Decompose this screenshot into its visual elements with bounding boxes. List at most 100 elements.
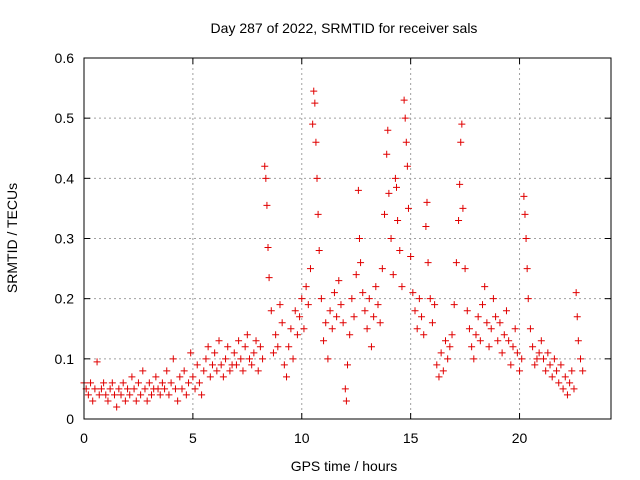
data-point [115, 385, 123, 393]
data-point [489, 295, 497, 303]
data-point [394, 216, 402, 224]
data-point [310, 87, 318, 95]
data-point [306, 265, 314, 273]
data-point [537, 337, 545, 345]
y-tick-label: 0.3 [55, 231, 75, 247]
data-point [426, 295, 434, 303]
data-point [391, 174, 399, 182]
x-tick-label: 20 [512, 430, 528, 446]
data-point [561, 373, 569, 381]
data-point [566, 379, 574, 387]
data-point [97, 385, 105, 393]
data-point [137, 391, 145, 399]
data-point [87, 379, 95, 387]
data-point [461, 265, 469, 273]
data-point [296, 313, 304, 321]
x-tick-label: 10 [294, 430, 310, 446]
data-point [476, 337, 484, 345]
data-point [182, 391, 190, 399]
data-point [409, 289, 417, 297]
data-point [163, 367, 171, 375]
data-point [485, 343, 493, 351]
data-point [102, 391, 110, 399]
data-point [128, 373, 136, 381]
y-tick-label: 0.1 [55, 351, 75, 367]
data-point [241, 343, 249, 351]
axis-ticks [83, 57, 611, 420]
data-points [80, 87, 587, 411]
data-point [372, 283, 380, 291]
data-point [119, 379, 127, 387]
data-point [106, 385, 114, 393]
data-point [91, 385, 99, 393]
data-point [298, 295, 306, 303]
data-point [339, 319, 347, 327]
data-point [226, 367, 234, 375]
data-point [262, 174, 270, 182]
data-point [572, 289, 580, 297]
data-point [180, 367, 188, 375]
data-point [367, 343, 375, 351]
data-point [317, 295, 325, 303]
data-point [428, 319, 436, 327]
data-point [204, 343, 212, 351]
data-point [278, 319, 286, 327]
data-point [230, 349, 238, 357]
data-point [152, 373, 160, 381]
data-point [524, 295, 532, 303]
data-point [400, 96, 408, 104]
data-point [130, 385, 138, 393]
data-point [134, 379, 142, 387]
data-point [314, 210, 322, 218]
data-point [383, 150, 391, 158]
data-point [563, 391, 571, 399]
data-point [235, 337, 243, 345]
y-tick-label: 0.4 [55, 170, 75, 186]
data-point [505, 337, 513, 345]
data-point [352, 271, 360, 279]
data-point [456, 180, 464, 188]
data-point [557, 361, 565, 369]
data-point [198, 391, 206, 399]
data-point [529, 343, 537, 351]
data-point [252, 337, 260, 345]
data-point [304, 301, 312, 309]
data-point [333, 313, 341, 321]
data-point [384, 126, 392, 134]
data-point [423, 198, 431, 206]
data-point [261, 162, 269, 170]
data-point [376, 319, 384, 327]
data-point [312, 138, 320, 146]
data-point [459, 204, 467, 212]
data-point [363, 325, 371, 333]
data-point [191, 385, 199, 393]
data-point [402, 138, 410, 146]
data-point [573, 313, 581, 321]
data-point [293, 331, 301, 339]
data-point [193, 361, 201, 369]
data-point [433, 361, 441, 369]
data-point [232, 361, 240, 369]
data-point [276, 301, 284, 309]
data-point [378, 265, 386, 273]
data-point [202, 355, 210, 363]
data-point [359, 289, 367, 297]
data-point [263, 201, 271, 209]
data-point [189, 373, 197, 381]
data-point [272, 331, 280, 339]
data-point [174, 397, 182, 405]
data-point [237, 355, 245, 363]
data-point [124, 385, 132, 393]
data-point [302, 283, 310, 291]
data-point [176, 373, 184, 381]
data-point [458, 120, 466, 128]
data-point [291, 307, 299, 315]
data-point [217, 361, 225, 369]
data-point [200, 367, 208, 375]
data-point [539, 355, 547, 363]
data-point [265, 274, 273, 282]
y-tick-label: 0.6 [55, 50, 75, 66]
data-point [431, 301, 439, 309]
data-point [523, 265, 531, 273]
data-point [570, 385, 578, 393]
